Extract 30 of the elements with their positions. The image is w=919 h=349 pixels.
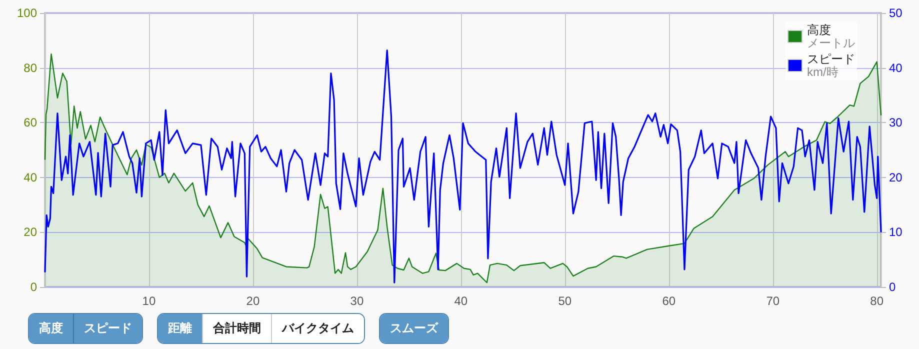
x-tick-label: 50	[558, 294, 572, 308]
legend-label: スピード	[807, 52, 855, 66]
toggle-button: 高度	[29, 314, 73, 343]
toggle-button: スムーズ	[380, 314, 448, 343]
annotation: メートル	[807, 36, 855, 50]
toggle-button: スピード	[73, 314, 142, 343]
y2-tick-label: 10	[889, 225, 903, 240]
y-tick-label: 20	[24, 225, 38, 240]
annotation: km/時	[807, 65, 838, 79]
x-tick-label: 30	[350, 294, 364, 308]
toggle-button: バイクタイム	[271, 314, 364, 343]
y-tick-label: 80	[24, 60, 38, 75]
toggle-button: 合計時間	[202, 314, 271, 343]
y-tick-label: 100	[16, 6, 38, 20]
toggle-button: 距離	[158, 314, 202, 343]
x-tick-label: 80	[870, 294, 884, 308]
y2-tick-label: 30	[889, 116, 903, 130]
legend-label: 高度	[807, 23, 831, 37]
y2-tick-label: 20	[889, 170, 903, 184]
x-tick-label: 10	[142, 294, 156, 308]
x-tick-label: 70	[766, 294, 780, 308]
y-tick-label: 0	[30, 280, 38, 294]
x-tick-label: 20	[246, 294, 260, 308]
y-tick-label: 40	[24, 170, 38, 184]
x-tick-label: 40	[454, 294, 468, 308]
y2-tick-label: 50	[889, 6, 903, 20]
x-tick-label: 60	[662, 294, 676, 308]
y-tick-label: 60	[24, 116, 38, 130]
y2-tick-label: 40	[889, 60, 903, 75]
y2-tick-label: 0	[889, 280, 896, 294]
